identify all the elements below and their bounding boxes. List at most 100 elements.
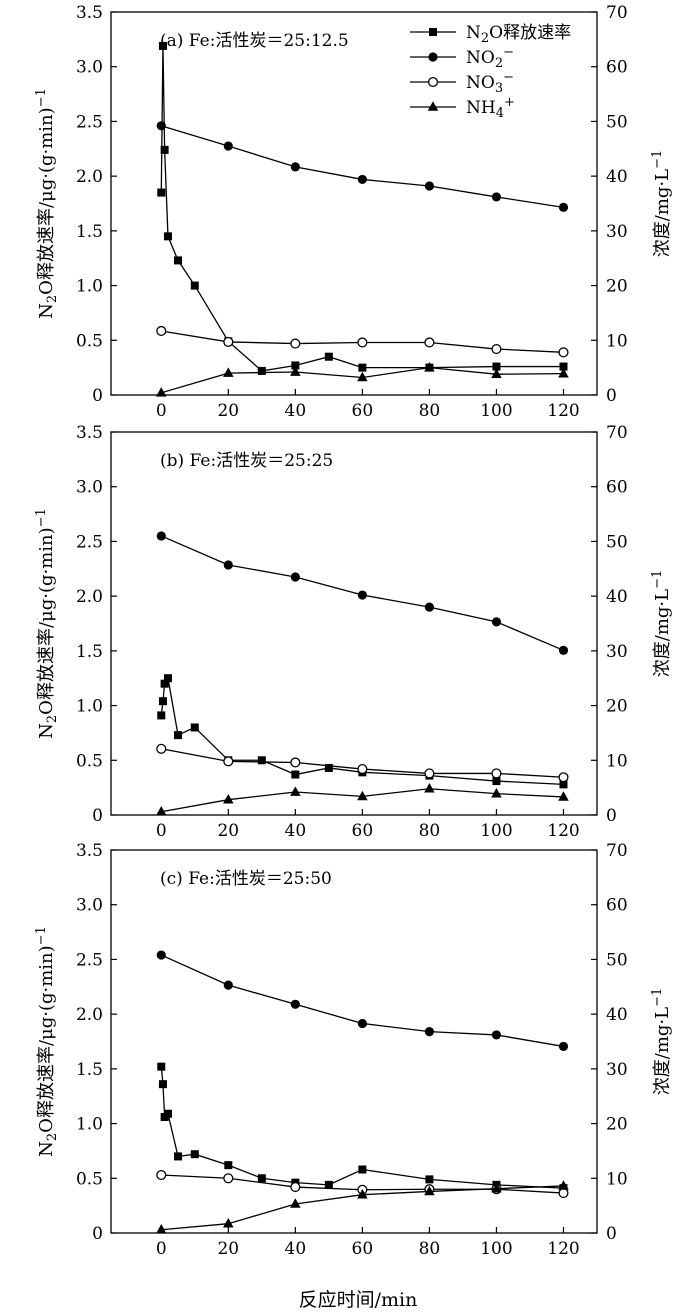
y-left-label-part-1: 2 xyxy=(45,1133,60,1141)
y-left-tick-label: 2.5 xyxy=(76,112,103,132)
y-left-tick-label: 0.5 xyxy=(76,331,103,351)
y-right-tick-label: 70 xyxy=(606,841,628,861)
panel-a: 0 20 40 60 80 100 120 0 0.5 1.0 1.5 2.0 2.5 3.0 3.5 0 10… xyxy=(34,3,673,421)
series-line xyxy=(160,45,564,372)
series-nh4 xyxy=(156,1180,569,1234)
data-point xyxy=(291,770,300,779)
data-point xyxy=(223,1173,234,1184)
data-point xyxy=(424,768,435,779)
data-point xyxy=(491,787,502,798)
data-point xyxy=(491,192,502,202)
data-point xyxy=(357,1189,368,1199)
data-point xyxy=(558,202,569,212)
y-left-tick-label: 0.5 xyxy=(76,1169,103,1189)
y-right-label-part-1: −1 xyxy=(650,150,665,169)
plot-frame xyxy=(110,431,598,816)
data-point xyxy=(160,145,169,154)
legend-marker xyxy=(427,101,439,111)
data-point xyxy=(223,980,233,990)
legend-marker xyxy=(428,52,438,62)
y-right-tick-label: 60 xyxy=(606,896,628,916)
legend-no3-part-2: − xyxy=(503,70,514,85)
data-point xyxy=(156,1224,167,1234)
y-right-tick-label: 30 xyxy=(606,1060,628,1080)
y-left-tick-label: 3.5 xyxy=(76,423,103,443)
panel-title: (b) Fe:活性炭＝25:25 xyxy=(160,451,333,471)
data-point xyxy=(491,368,502,379)
data-point xyxy=(558,367,569,378)
y-left-label-part-3: −1 xyxy=(34,88,49,107)
x-tick-label: 60 xyxy=(352,1239,374,1259)
data-point xyxy=(174,731,183,740)
y-left-label-part-0: N xyxy=(36,723,57,739)
legend-label: NH4+ xyxy=(466,95,515,121)
data-point xyxy=(424,361,435,372)
x-tick-label: 40 xyxy=(285,1239,307,1259)
x-tick-label: 40 xyxy=(285,401,307,421)
legend-marker xyxy=(427,76,439,88)
data-point xyxy=(156,325,167,337)
data-point xyxy=(357,337,368,348)
plot-frame xyxy=(110,849,598,1234)
legend-label: NO2− xyxy=(466,45,514,71)
legend-nh4-part-2: + xyxy=(504,95,515,110)
y-left-label-part-0: N xyxy=(36,1141,57,1157)
y-left-tick-label: 3.0 xyxy=(76,896,103,916)
y-left-label-part-2: O释放速率/μg·(g·min) xyxy=(36,107,57,294)
data-point xyxy=(424,181,435,191)
x-tick-label: 0 xyxy=(156,821,167,841)
data-point xyxy=(156,121,166,131)
data-point xyxy=(290,162,300,172)
data-point xyxy=(324,763,333,772)
y-right-tick-label: 70 xyxy=(606,3,628,23)
y-right-tick-label: 70 xyxy=(606,423,628,443)
data-point xyxy=(223,560,233,570)
data-point xyxy=(257,1174,266,1183)
legend-nh4-part-0: NH xyxy=(466,98,496,118)
data-point xyxy=(174,256,183,265)
y-left-tick-label: 1.5 xyxy=(76,222,103,242)
panel-title: (a) Fe:活性炭＝25:12.5 xyxy=(160,31,349,51)
data-point xyxy=(190,281,199,290)
y-left-tick-label: 1.0 xyxy=(76,277,103,297)
y-right-tick-label: 60 xyxy=(606,58,628,78)
legend-n2o-part-2: O释放速率 xyxy=(489,23,571,43)
y-left-label-part-2: O释放速率/μg·(g·min) xyxy=(36,527,57,714)
series-no3 xyxy=(156,743,569,783)
panel-title: (c) Fe:活性炭＝25:50 xyxy=(160,869,332,889)
y-right-tick-label: 0 xyxy=(606,806,617,826)
y-left-tick-label: 0 xyxy=(92,386,103,406)
data-point xyxy=(357,371,368,382)
y-left-tick-label: 1.0 xyxy=(76,1115,103,1135)
data-point xyxy=(425,1175,434,1184)
y-right-axis-label: 浓度/mg·L−1 xyxy=(650,150,673,258)
data-point xyxy=(163,674,172,683)
x-tick-label: 120 xyxy=(547,401,579,421)
series-n2o xyxy=(157,1062,568,1193)
y-right-label-part-1: −1 xyxy=(650,570,665,589)
data-point xyxy=(156,531,166,541)
data-point xyxy=(158,41,167,50)
data-point xyxy=(156,387,167,397)
legend-no2-part-0: NO xyxy=(466,48,495,68)
data-point xyxy=(559,780,568,789)
x-tick-label: 100 xyxy=(480,401,512,421)
x-axis-label: 反应时间/min xyxy=(299,1289,418,1311)
data-point xyxy=(163,1109,172,1118)
legend-marker xyxy=(429,28,437,36)
series-no3 xyxy=(156,325,569,358)
data-point xyxy=(324,352,333,361)
y-left-tick-label: 3.0 xyxy=(76,478,103,498)
y-left-label-part-0: N xyxy=(36,303,57,319)
data-point xyxy=(290,786,301,796)
y-right-axis-label: 浓度/mg·L−1 xyxy=(650,988,673,1096)
data-point xyxy=(224,1161,233,1170)
plot-frame xyxy=(110,11,598,396)
series-line xyxy=(161,125,564,208)
data-point xyxy=(424,1185,435,1196)
y-right-tick-label: 40 xyxy=(606,1005,628,1025)
y-left-tick-label: 1.5 xyxy=(76,1060,103,1080)
data-point xyxy=(157,711,166,720)
legend-no3-part-1: 3 xyxy=(495,81,503,96)
